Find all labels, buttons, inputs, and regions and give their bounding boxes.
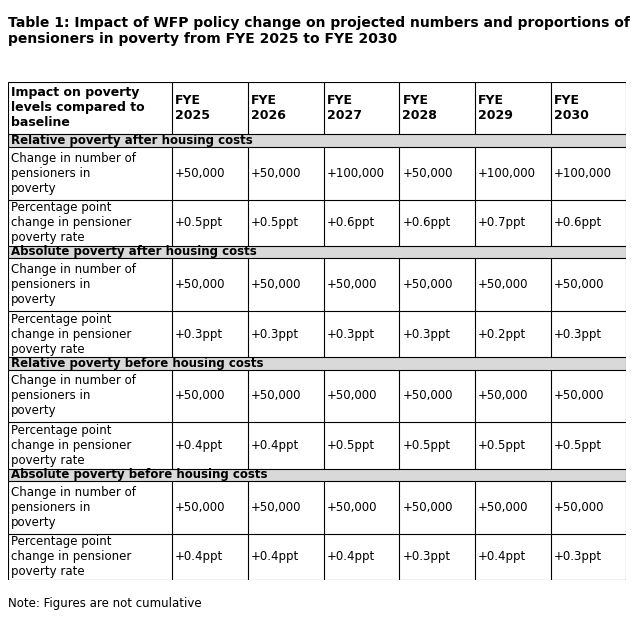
Text: +50,000: +50,000	[403, 501, 453, 514]
Text: +100,000: +100,000	[327, 167, 385, 179]
Text: FYE
2030: FYE 2030	[554, 94, 589, 122]
Text: +0.5ppt: +0.5ppt	[327, 439, 375, 452]
Text: +50,000: +50,000	[327, 389, 377, 403]
Text: Percentage point
change in pensioner
poverty rate: Percentage point change in pensioner pov…	[11, 312, 131, 356]
Text: Percentage point
change in pensioner
poverty rate: Percentage point change in pensioner pov…	[11, 535, 131, 578]
Text: +0.3ppt: +0.3ppt	[554, 551, 602, 564]
Text: Relative poverty before housing costs: Relative poverty before housing costs	[11, 357, 263, 370]
Text: +50,000: +50,000	[403, 167, 453, 179]
Text: +50,000: +50,000	[251, 389, 302, 403]
Text: +0.6ppt: +0.6ppt	[403, 216, 451, 229]
Text: Change in number of
pensioners in
poverty: Change in number of pensioners in povert…	[11, 152, 136, 194]
Text: +0.4ppt: +0.4ppt	[251, 439, 299, 452]
Text: Change in number of
pensioners in
poverty: Change in number of pensioners in povert…	[11, 263, 136, 306]
Text: Relative poverty after housing costs: Relative poverty after housing costs	[11, 134, 252, 147]
Text: FYE
2025: FYE 2025	[175, 94, 210, 122]
Text: +100,000: +100,000	[478, 167, 536, 179]
Text: +50,000: +50,000	[403, 278, 453, 291]
Text: FYE
2029: FYE 2029	[478, 94, 513, 122]
Text: +50,000: +50,000	[554, 389, 604, 403]
Text: +50,000: +50,000	[478, 278, 529, 291]
Text: Change in number of
pensioners in
poverty: Change in number of pensioners in povert…	[11, 486, 136, 529]
Text: +0.5ppt: +0.5ppt	[403, 439, 451, 452]
Text: +0.4ppt: +0.4ppt	[327, 551, 375, 564]
Text: +0.4ppt: +0.4ppt	[251, 551, 299, 564]
Text: +50,000: +50,000	[251, 501, 302, 514]
Text: Percentage point
change in pensioner
poverty rate: Percentage point change in pensioner pov…	[11, 201, 131, 244]
Text: +0.6ppt: +0.6ppt	[554, 216, 602, 229]
Text: +0.3ppt: +0.3ppt	[403, 551, 451, 564]
Text: +100,000: +100,000	[554, 167, 612, 179]
Text: Impact on poverty
levels compared to
baseline: Impact on poverty levels compared to bas…	[11, 87, 145, 129]
Text: +0.5ppt: +0.5ppt	[175, 216, 223, 229]
Text: +50,000: +50,000	[327, 278, 377, 291]
Text: +0.4ppt: +0.4ppt	[478, 551, 526, 564]
Text: +50,000: +50,000	[251, 167, 302, 179]
Text: +50,000: +50,000	[554, 278, 604, 291]
Text: +0.7ppt: +0.7ppt	[478, 216, 526, 229]
Text: Absolute poverty before housing costs: Absolute poverty before housing costs	[11, 468, 268, 482]
Text: Table 1: Impact of WFP policy change on projected numbers and proportions of
pen: Table 1: Impact of WFP policy change on …	[8, 16, 630, 46]
Text: +50,000: +50,000	[554, 501, 604, 514]
Text: Percentage point
change in pensioner
poverty rate: Percentage point change in pensioner pov…	[11, 424, 131, 467]
Text: Absolute poverty after housing costs: Absolute poverty after housing costs	[11, 245, 257, 258]
Text: +50,000: +50,000	[403, 389, 453, 403]
Text: +0.5ppt: +0.5ppt	[478, 439, 526, 452]
Text: +50,000: +50,000	[327, 501, 377, 514]
Text: +50,000: +50,000	[251, 278, 302, 291]
Text: FYE
2027: FYE 2027	[327, 94, 361, 122]
Text: +50,000: +50,000	[175, 167, 226, 179]
Text: +0.3ppt: +0.3ppt	[175, 327, 223, 340]
Text: +0.3ppt: +0.3ppt	[554, 327, 602, 340]
Text: Change in number of
pensioners in
poverty: Change in number of pensioners in povert…	[11, 374, 136, 418]
Text: +50,000: +50,000	[175, 501, 226, 514]
Text: +0.4ppt: +0.4ppt	[175, 551, 224, 564]
Text: +0.4ppt: +0.4ppt	[175, 439, 224, 452]
Text: +0.5ppt: +0.5ppt	[251, 216, 299, 229]
Text: +0.2ppt: +0.2ppt	[478, 327, 526, 340]
Text: +50,000: +50,000	[478, 501, 529, 514]
Text: +50,000: +50,000	[175, 389, 226, 403]
Text: +50,000: +50,000	[175, 278, 226, 291]
Text: +0.3ppt: +0.3ppt	[327, 327, 375, 340]
Text: +0.3ppt: +0.3ppt	[403, 327, 451, 340]
Text: Note: Figures are not cumulative: Note: Figures are not cumulative	[8, 597, 201, 610]
Text: +0.3ppt: +0.3ppt	[251, 327, 299, 340]
Text: +0.5ppt: +0.5ppt	[554, 439, 602, 452]
Text: +50,000: +50,000	[478, 389, 529, 403]
Text: +0.6ppt: +0.6ppt	[327, 216, 375, 229]
Text: FYE
2028: FYE 2028	[403, 94, 437, 122]
Text: FYE
2026: FYE 2026	[251, 94, 286, 122]
